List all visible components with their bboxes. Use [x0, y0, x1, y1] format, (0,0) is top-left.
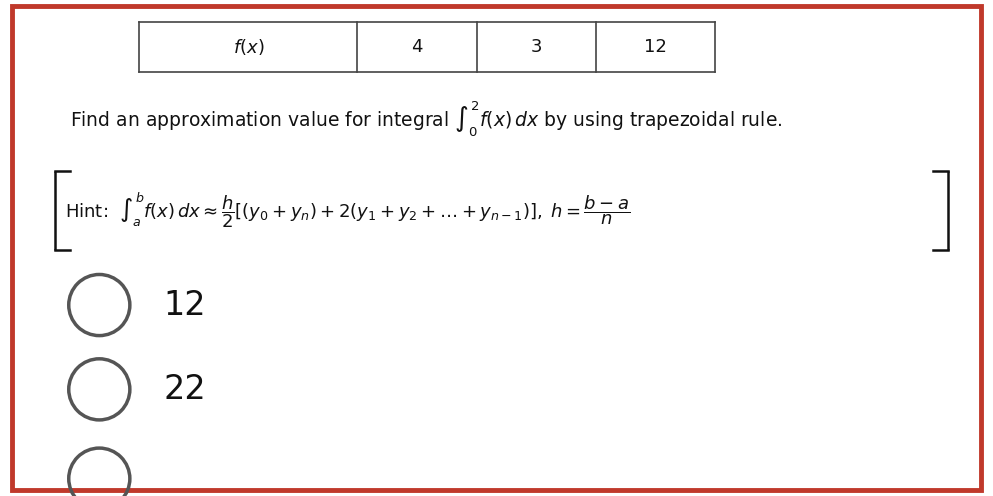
Text: Hint:  $\int_a^b f(x)\, dx \approx \dfrac{h}{2}\left[(y_0+y_n)+2(y_1+y_2+\ldots+: Hint: $\int_a^b f(x)\, dx \approx \dfrac…: [65, 190, 630, 231]
Text: $f(x)$: $f(x)$: [232, 37, 264, 57]
Text: 4: 4: [411, 38, 423, 56]
Text: 12: 12: [643, 38, 667, 56]
Text: 3: 3: [530, 38, 542, 56]
Text: 22: 22: [164, 373, 207, 406]
Text: 12: 12: [164, 289, 207, 321]
Text: Find an approximation value for integral $\int_0^{2} f(x)\, dx$ by using trapezo: Find an approximation value for integral…: [70, 99, 781, 139]
